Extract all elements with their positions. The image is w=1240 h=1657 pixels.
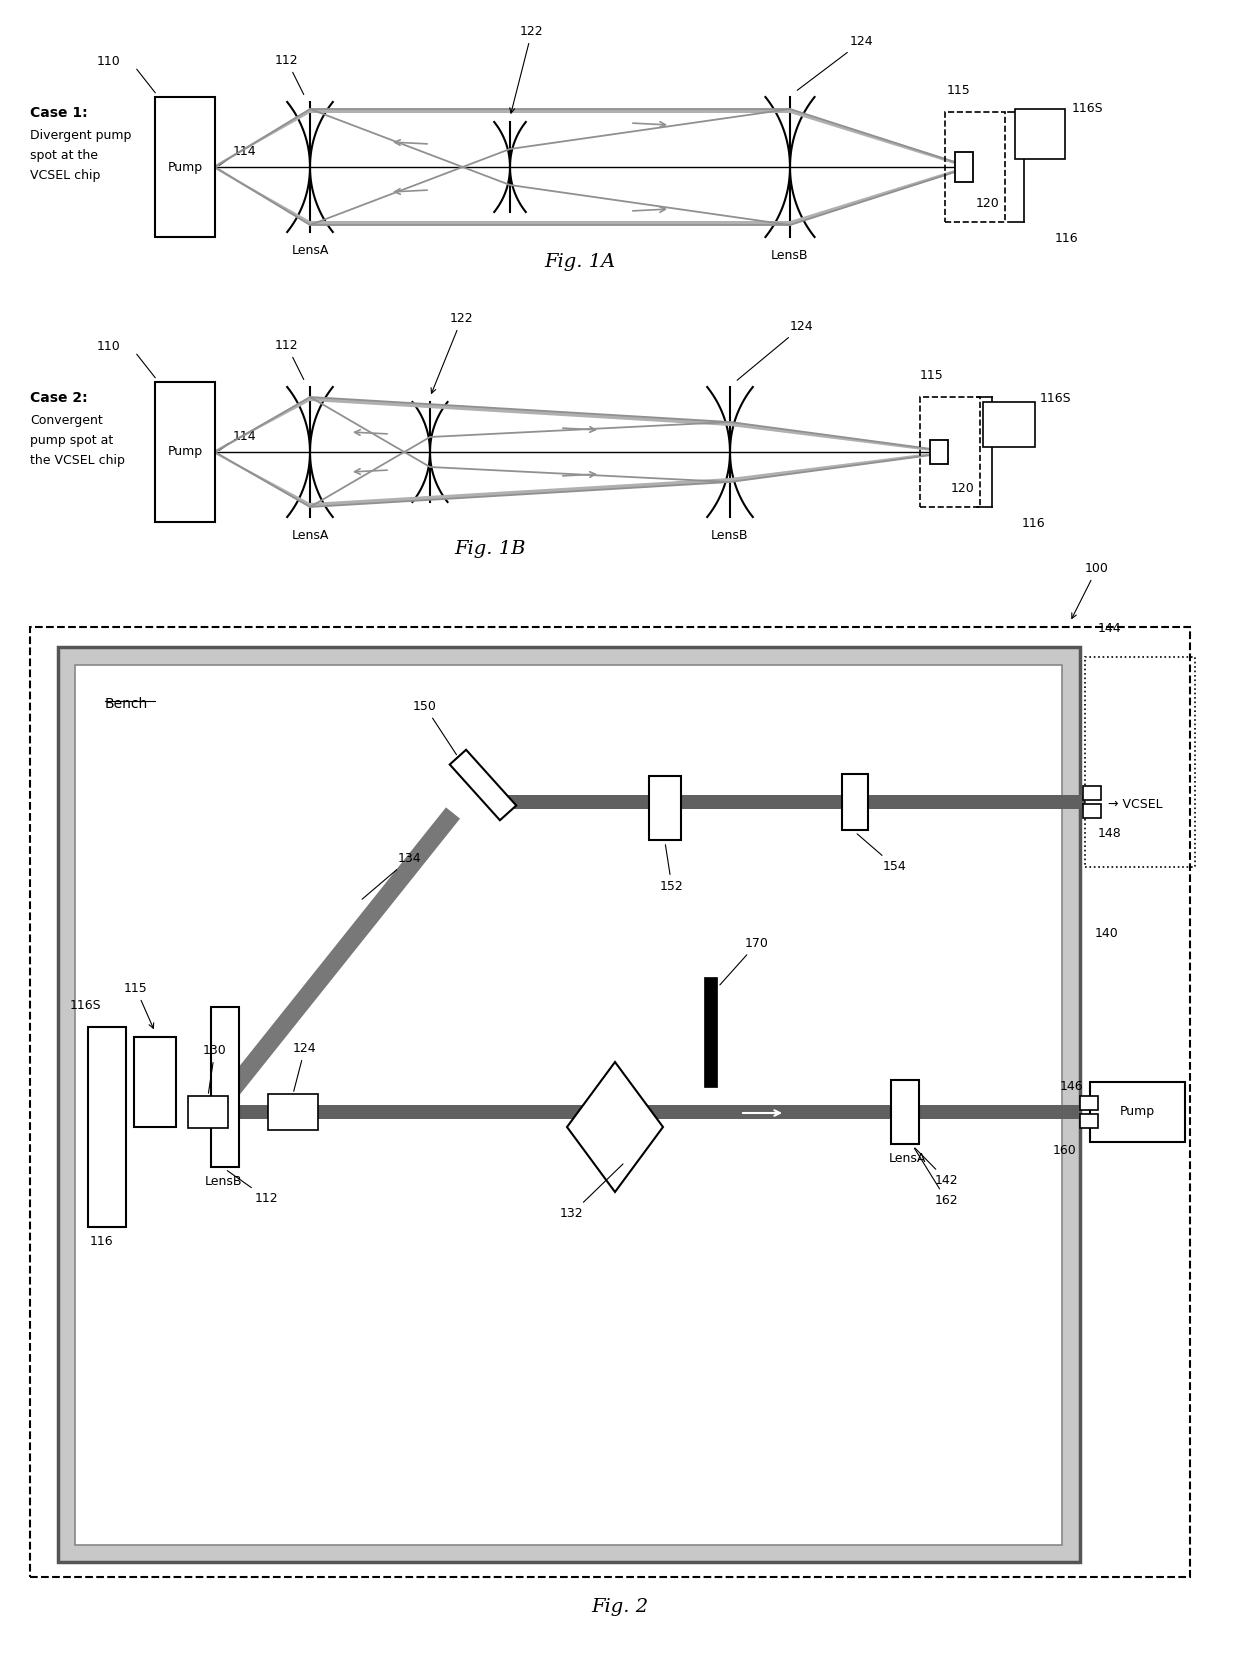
- Text: 116: 116: [1022, 517, 1045, 530]
- FancyBboxPatch shape: [1090, 1082, 1185, 1142]
- Text: 110: 110: [97, 340, 120, 353]
- Polygon shape: [567, 1062, 663, 1191]
- Polygon shape: [205, 807, 460, 1120]
- Text: 170: 170: [720, 936, 769, 984]
- Polygon shape: [450, 749, 516, 820]
- Text: 114: 114: [233, 146, 257, 157]
- Text: Pump: Pump: [167, 446, 202, 459]
- FancyBboxPatch shape: [212, 1105, 1083, 1118]
- FancyBboxPatch shape: [88, 1027, 126, 1226]
- FancyBboxPatch shape: [30, 626, 1190, 1577]
- Text: Case 2:: Case 2:: [30, 391, 88, 404]
- Text: 122: 122: [432, 312, 474, 393]
- Text: LensA: LensA: [291, 244, 329, 257]
- Text: 154: 154: [857, 833, 906, 873]
- FancyBboxPatch shape: [188, 1095, 228, 1128]
- Text: 116: 116: [91, 1234, 114, 1248]
- Text: Fig. 2: Fig. 2: [591, 1597, 649, 1616]
- Text: 134: 134: [362, 852, 422, 900]
- Text: 150: 150: [413, 699, 456, 754]
- Text: LensB: LensB: [712, 529, 749, 542]
- Text: 160: 160: [1053, 1143, 1076, 1157]
- Text: 142: 142: [915, 1148, 959, 1186]
- FancyBboxPatch shape: [58, 646, 1080, 1563]
- Text: 116S: 116S: [69, 999, 102, 1012]
- Text: 112: 112: [275, 55, 304, 94]
- Text: 110: 110: [97, 55, 120, 68]
- Text: 140: 140: [1095, 926, 1118, 940]
- Text: 114: 114: [233, 431, 257, 442]
- Text: VCSEL chip: VCSEL chip: [30, 169, 100, 182]
- Text: 132: 132: [560, 1163, 622, 1220]
- Polygon shape: [215, 398, 939, 452]
- Text: 120: 120: [976, 197, 999, 210]
- Text: Case 1:: Case 1:: [30, 106, 88, 119]
- Text: LensA: LensA: [291, 529, 329, 542]
- FancyBboxPatch shape: [74, 664, 1061, 1544]
- Text: Divergent pump: Divergent pump: [30, 129, 131, 143]
- FancyBboxPatch shape: [490, 795, 1085, 809]
- Text: LensB: LensB: [771, 249, 808, 262]
- Text: 124: 124: [737, 320, 813, 379]
- Text: 115: 115: [947, 85, 971, 98]
- FancyBboxPatch shape: [155, 98, 215, 237]
- Text: LensB: LensB: [205, 1175, 243, 1188]
- Text: 162: 162: [914, 1148, 959, 1206]
- Text: pump spot at: pump spot at: [30, 434, 113, 447]
- Text: 146: 146: [1060, 1080, 1084, 1094]
- Text: 112: 112: [227, 1170, 279, 1205]
- FancyBboxPatch shape: [892, 1080, 919, 1143]
- Text: 116S: 116S: [1073, 103, 1104, 114]
- FancyBboxPatch shape: [930, 441, 949, 464]
- Polygon shape: [215, 452, 939, 507]
- Text: 122: 122: [510, 25, 543, 113]
- FancyBboxPatch shape: [1080, 1095, 1097, 1110]
- FancyBboxPatch shape: [211, 1007, 239, 1167]
- Text: Pump: Pump: [1120, 1105, 1154, 1118]
- Polygon shape: [215, 167, 963, 225]
- Text: 116S: 116S: [1040, 393, 1071, 404]
- FancyBboxPatch shape: [955, 152, 973, 182]
- Text: 144: 144: [1097, 621, 1122, 635]
- Text: 100: 100: [1071, 562, 1109, 618]
- Text: the VCSEL chip: the VCSEL chip: [30, 454, 125, 467]
- FancyBboxPatch shape: [842, 774, 868, 830]
- Text: Pump: Pump: [167, 161, 202, 174]
- FancyBboxPatch shape: [268, 1094, 317, 1130]
- FancyBboxPatch shape: [983, 403, 1035, 447]
- Text: 152: 152: [660, 845, 683, 893]
- FancyBboxPatch shape: [1080, 1114, 1097, 1128]
- Text: Fig. 1B: Fig. 1B: [454, 540, 526, 558]
- FancyBboxPatch shape: [134, 1037, 176, 1127]
- FancyBboxPatch shape: [704, 978, 717, 1087]
- FancyBboxPatch shape: [1083, 785, 1101, 800]
- Polygon shape: [215, 109, 963, 167]
- Text: Fig. 1A: Fig. 1A: [544, 254, 615, 272]
- Text: Bench: Bench: [105, 698, 149, 711]
- FancyBboxPatch shape: [649, 775, 681, 840]
- Text: Convergent: Convergent: [30, 414, 103, 428]
- FancyBboxPatch shape: [1016, 109, 1065, 159]
- FancyBboxPatch shape: [1083, 804, 1101, 819]
- Text: 120: 120: [951, 482, 975, 495]
- Text: 130: 130: [203, 1044, 227, 1094]
- Text: spot at the: spot at the: [30, 149, 98, 162]
- Text: 124: 124: [797, 35, 874, 91]
- Text: LensA: LensA: [889, 1152, 926, 1165]
- Text: 112: 112: [275, 340, 304, 379]
- Text: → VCSEL: → VCSEL: [1109, 797, 1163, 810]
- Text: 115: 115: [124, 983, 154, 1029]
- FancyBboxPatch shape: [155, 383, 215, 522]
- Text: 148: 148: [1097, 827, 1122, 840]
- Text: 124: 124: [293, 1042, 316, 1092]
- Text: 115: 115: [920, 370, 944, 383]
- Text: 116: 116: [1055, 232, 1079, 245]
